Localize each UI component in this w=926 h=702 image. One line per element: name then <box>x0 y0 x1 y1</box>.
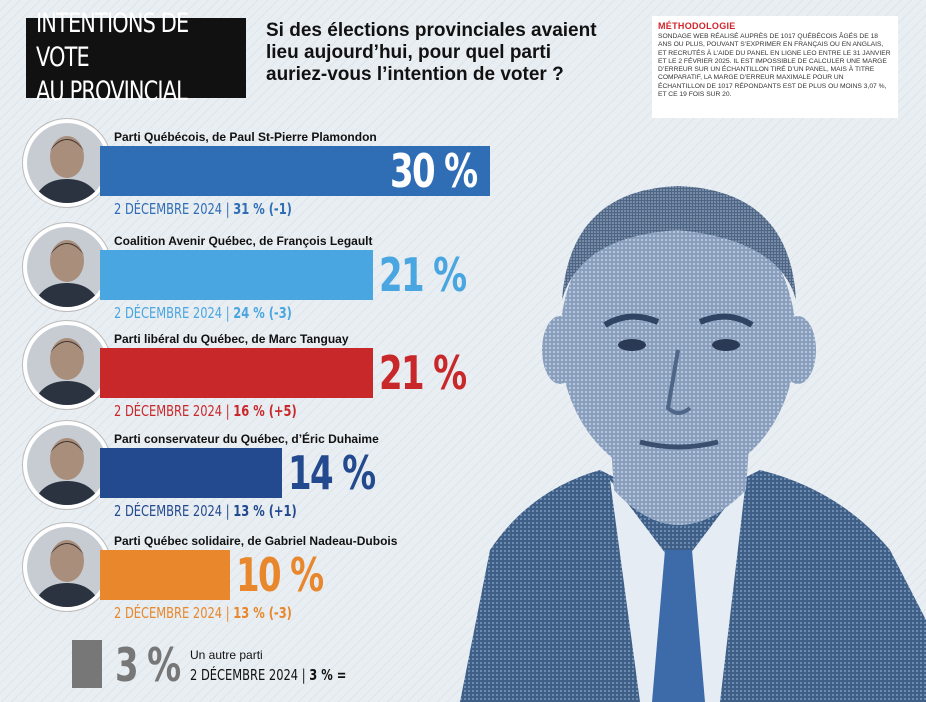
previous-result-other: 2 DÉCEMBRE 2024 | 3 % = <box>190 666 347 684</box>
methodology-title: MÉTHODOLOGIE <box>658 21 736 31</box>
party-leader-avatar <box>22 320 112 410</box>
category-label: Parti Québécois, de Paul St-Pierre Plamo… <box>114 130 377 144</box>
previous-date: 2 DÉCEMBRE 2024 <box>114 402 223 420</box>
party-leader-avatar <box>22 420 112 510</box>
title-box: INTENTIONS DE VOTE AU PROVINCIAL <box>26 8 246 107</box>
value-label: 30 % <box>390 144 478 198</box>
title-line-1: INTENTIONS DE VOTE <box>36 8 189 73</box>
previous-result: 2 DÉCEMBRE 2024 | 13 % (+1) <box>114 502 297 520</box>
survey-question: Si des élections provinciales avaient li… <box>266 20 597 85</box>
bar-other <box>72 640 102 688</box>
value-label: 14 % <box>288 446 376 500</box>
bar <box>100 348 373 398</box>
title-line-2: AU PROVINCIAL <box>36 76 188 107</box>
previous-date-other: 2 DÉCEMBRE 2024 <box>190 666 299 684</box>
previous-result: 2 DÉCEMBRE 2024 | 24 % (-3) <box>114 304 292 322</box>
category-label: Parti libéral du Québec, de Marc Tanguay <box>114 332 349 346</box>
party-leader-avatar <box>22 522 112 612</box>
previous-value: 24 % (-3) <box>233 304 292 322</box>
value-label: 10 % <box>236 548 324 602</box>
politician-portrait <box>460 186 926 702</box>
previous-date: 2 DÉCEMBRE 2024 <box>114 304 223 322</box>
category-label: Parti Québec solidaire, de Gabriel Nadea… <box>114 534 398 548</box>
methodology-box: MÉTHODOLOGIE SONDAGE WEB RÉALISÉ AUPRÈS … <box>652 16 898 118</box>
previous-value: 31 % (-1) <box>233 200 292 218</box>
party-leader-avatar <box>22 222 112 312</box>
category-label: Coalition Avenir Québec, de François Leg… <box>114 234 373 248</box>
previous-result: 2 DÉCEMBRE 2024 | 16 % (+5) <box>114 402 297 420</box>
category-label-other: Un autre parti <box>190 648 263 662</box>
previous-value: 13 % (-3) <box>233 604 292 622</box>
category-label: Parti conservateur du Québec, d’Éric Duh… <box>114 432 379 446</box>
previous-value-other: 3 % = <box>309 666 347 684</box>
previous-date: 2 DÉCEMBRE 2024 <box>114 502 223 520</box>
previous-value: 13 % (+1) <box>233 502 297 520</box>
previous-result: 2 DÉCEMBRE 2024 | 31 % (-1) <box>114 200 292 218</box>
value-label: 21 % <box>379 248 467 302</box>
previous-date: 2 DÉCEMBRE 2024 <box>114 604 223 622</box>
methodology-text: SONDAGE WEB RÉALISÉ AUPRÈS DE 1017 QUÉBÉ… <box>658 33 891 99</box>
value-label: 21 % <box>379 346 467 400</box>
previous-value: 16 % (+5) <box>233 402 297 420</box>
party-leader-avatar <box>22 118 112 208</box>
bar <box>100 250 373 300</box>
bar <box>100 448 282 498</box>
bar <box>100 550 230 600</box>
previous-date: 2 DÉCEMBRE 2024 <box>114 200 223 218</box>
previous-result: 2 DÉCEMBRE 2024 | 13 % (-3) <box>114 604 292 622</box>
bar <box>100 146 490 196</box>
value-label-other: 3 % <box>115 638 181 692</box>
